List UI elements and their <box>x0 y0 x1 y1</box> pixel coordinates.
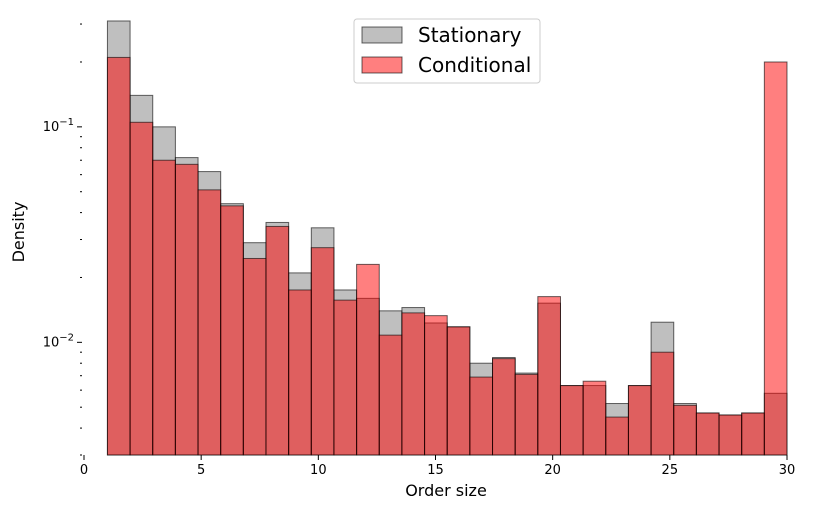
bar-conditional <box>378 334 403 456</box>
x-tick-label: 30 <box>779 463 796 478</box>
x-tick-label: 10 <box>310 463 327 478</box>
bar-conditional <box>741 412 765 456</box>
bar-conditional <box>242 257 267 456</box>
bar-conditional <box>220 205 244 456</box>
legend-swatch-stationary <box>361 26 403 44</box>
x-tick-label: 15 <box>427 463 444 478</box>
bar-conditional <box>582 380 607 456</box>
bar-conditional <box>152 159 176 456</box>
bar-conditional <box>401 312 426 456</box>
bar-conditional <box>197 189 222 456</box>
axes-layer: 0 5 10 15 20 25 30 10−1 10−2 <box>43 23 796 478</box>
y-tick-label: 10−1 <box>43 117 74 135</box>
bar-conditional <box>673 404 697 456</box>
x-tick-label: 20 <box>544 463 561 478</box>
bar-conditional <box>537 296 561 456</box>
bar-conditional <box>288 289 312 456</box>
bar-conditional <box>129 121 154 456</box>
bar-conditional <box>446 326 471 456</box>
bar-conditional <box>106 56 131 456</box>
bar-conditional <box>650 351 675 456</box>
x-tick-label: 25 <box>662 463 679 478</box>
bar-conditional <box>310 247 335 456</box>
bar-conditional <box>265 225 290 456</box>
y-tick-label: 10−2 <box>43 332 74 350</box>
x-axis-title: Order size <box>405 481 487 500</box>
series-conditional <box>106 56 788 456</box>
y-axis-title: Density <box>9 202 28 263</box>
bar-conditional <box>763 61 788 456</box>
bars-layer <box>106 20 788 456</box>
bar-conditional <box>356 263 380 456</box>
bar-conditional <box>333 299 358 456</box>
x-tick-label: 0 <box>80 463 88 478</box>
bar-conditional <box>718 414 743 456</box>
x-tick-label: 5 <box>197 463 205 478</box>
legend-label-conditional: Conditional <box>418 53 531 77</box>
legend-label-stationary: Stationary <box>418 23 522 47</box>
bar-conditional <box>514 373 539 456</box>
bar-conditional <box>559 385 584 456</box>
bar-conditional <box>424 315 448 456</box>
bar-conditional <box>492 358 516 456</box>
legend: Stationary Conditional <box>353 18 541 84</box>
bar-conditional <box>695 412 720 456</box>
legend-swatch-conditional <box>361 56 403 74</box>
bar-conditional <box>627 385 652 456</box>
bar-conditional <box>469 376 494 456</box>
bar-conditional <box>605 416 629 456</box>
bar-conditional <box>174 163 199 456</box>
